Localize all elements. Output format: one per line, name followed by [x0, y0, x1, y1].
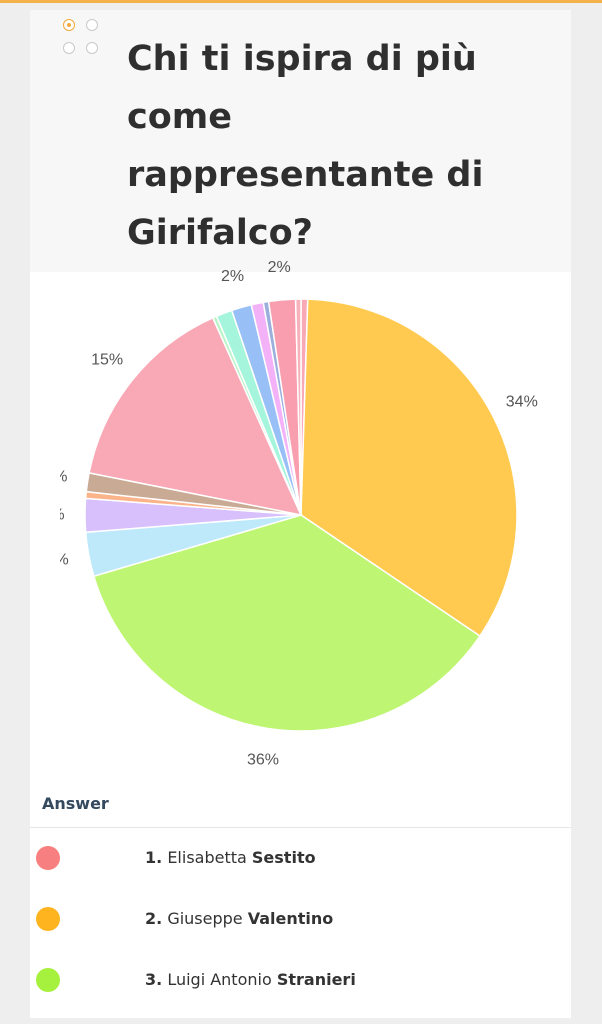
radio-icon — [63, 19, 75, 31]
slice-percent-label: 2% — [60, 469, 67, 486]
top-accent-bar — [0, 0, 602, 3]
legend-color-dot — [36, 907, 60, 931]
legend-item: 2. Giuseppe Valentino — [30, 899, 571, 939]
legend-last-name: Valentino — [247, 909, 334, 928]
divider — [30, 827, 571, 828]
legend-first-name: Elisabetta — [167, 848, 247, 867]
pie-slice — [88, 316, 303, 517]
pie-chart: 34% 36% 3% 3% 2% 15% 2% 2% — [60, 259, 538, 768]
slice-percent-label: 2% — [221, 268, 244, 285]
legend-item: 1. Elisabetta Sestito — [30, 838, 571, 878]
question-title: Chi ti ispira di più come rappresentante… — [127, 39, 484, 253]
legend-number: 2. — [145, 909, 163, 928]
slice-percent-label: 3% — [60, 507, 65, 524]
legend-last-name: Stranieri — [276, 970, 356, 989]
legend-color-dot — [36, 968, 60, 992]
question-header: Chi ti ispira di più come rappresentante… — [30, 10, 571, 272]
pie-slice — [92, 514, 481, 732]
legend-first-name: Giuseppe — [167, 909, 243, 928]
slice-percent-label: 3% — [60, 552, 69, 569]
legend-label: 1. Elisabetta Sestito — [145, 848, 316, 867]
legend-heading: Answer — [42, 794, 109, 813]
legend-last-name: Sestito — [251, 848, 316, 867]
legend-color-dot — [36, 846, 60, 870]
slice-percent-label: 15% — [91, 352, 123, 369]
legend-item: 3. Luigi Antonio Stranieri — [30, 960, 571, 1000]
legend-first-name: Luigi Antonio — [167, 970, 272, 989]
slice-percent-label: 2% — [268, 259, 291, 276]
slice-percent-label: 36% — [247, 751, 279, 768]
radio-icon — [86, 42, 98, 54]
pie-slice — [300, 298, 518, 638]
legend-number: 1. — [145, 848, 163, 867]
radio-icon — [86, 19, 98, 31]
pie-slice — [294, 298, 302, 516]
legend-label: 2. Giuseppe Valentino — [145, 909, 333, 928]
slice-percent-label: 34% — [506, 393, 538, 410]
legend-label: 3. Luigi Antonio Stranieri — [145, 970, 356, 989]
legend-number: 3. — [145, 970, 163, 989]
poll-results-card: Chi ti ispira di più come rappresentante… — [30, 10, 571, 1018]
radio-icon — [63, 42, 75, 54]
